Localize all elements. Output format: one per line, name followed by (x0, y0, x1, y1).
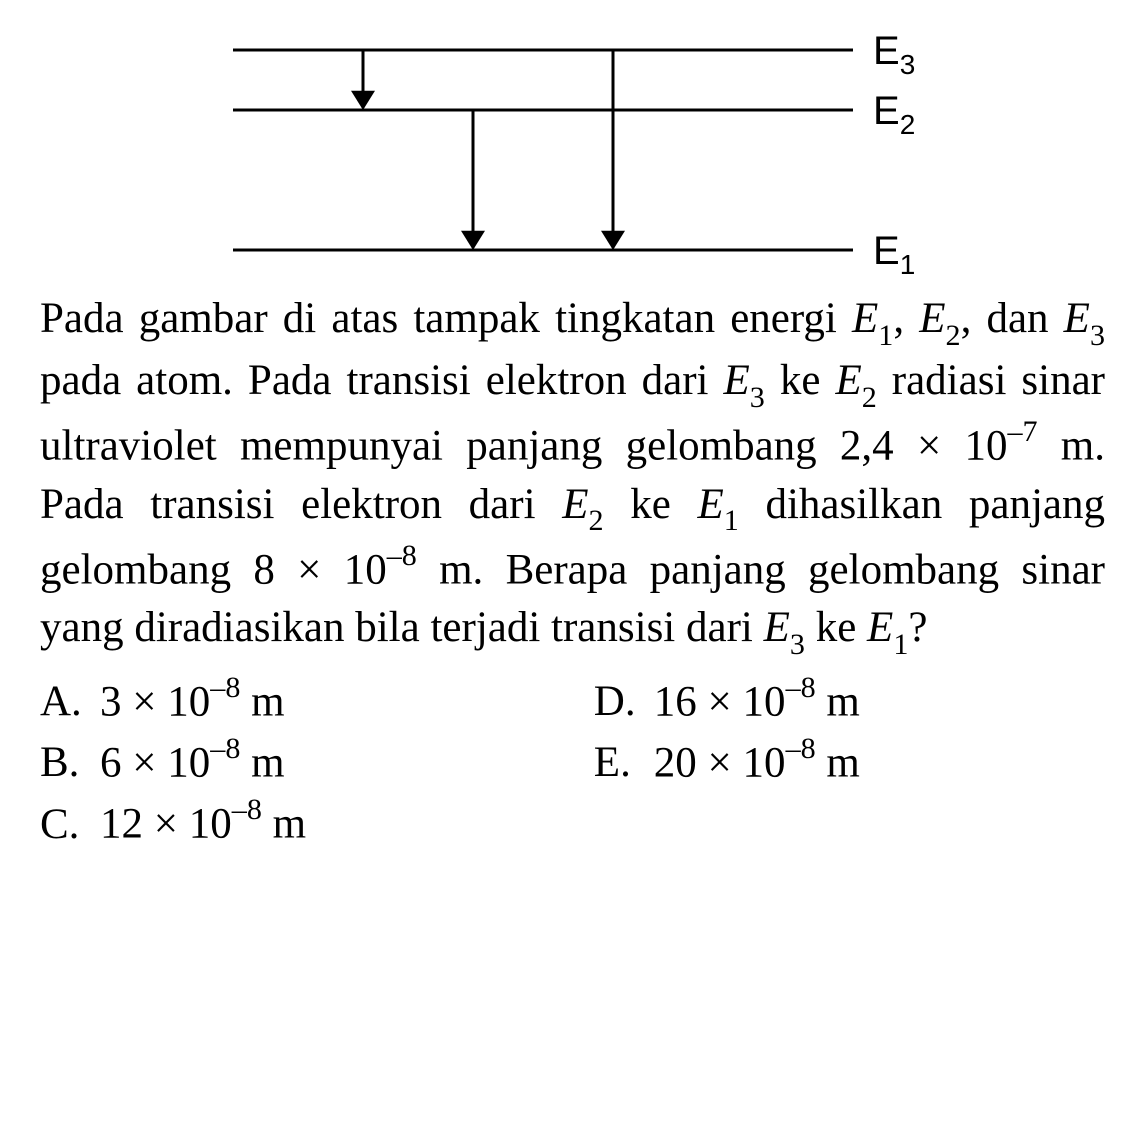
option-B: B. 6 × 10–8 m (40, 731, 594, 792)
text-segment: , dan (961, 295, 1064, 342)
option-row-2: B. 6 × 10–8 m E. 20 × 10–8 m (40, 731, 1105, 792)
option-D: D. 16 × 10–8 m (594, 670, 1105, 731)
text-segment: pada atom. Pada transisi elektron dari (40, 357, 724, 404)
text-segment: ? (908, 604, 927, 651)
option-B-exp: –8 (210, 731, 240, 765)
question-paragraph: Pada gambar di atas tampak tingkatan ene… (40, 290, 1105, 662)
level-label-E1: E1 (873, 229, 915, 280)
option-E-unit: m (816, 739, 860, 786)
var-E1c: E (697, 481, 723, 528)
option-D-coeff: 16 × 10 (654, 678, 786, 725)
arrow-head-icon (351, 91, 375, 110)
text-segment: Pada gambar di atas tampak tingkatan ene… (40, 295, 852, 342)
option-A: A. 3 × 10–8 m (40, 670, 594, 731)
arrow-head-icon (461, 231, 485, 250)
arrow-head-icon (601, 231, 625, 250)
option-C-letter: C. (40, 796, 100, 854)
option-B-unit: m (240, 739, 284, 786)
option-C-coeff: 12 × 10 (100, 801, 232, 848)
option-E-letter: E. (594, 734, 654, 792)
option-D-letter: D. (594, 673, 654, 731)
energy-level-diagram: E3 E2 E1 (40, 20, 1105, 280)
level-label-E2: E2 (873, 89, 915, 140)
option-A-coeff: 3 × 10 (100, 678, 210, 725)
var-E2b: E (835, 357, 861, 404)
option-D-unit: m (816, 678, 860, 725)
var-E3: E (1064, 295, 1090, 342)
var-E1d: E (867, 604, 893, 651)
var-E3b: E (724, 357, 750, 404)
text-segment: , (893, 295, 919, 342)
option-A-value: 3 × 10–8 m (100, 670, 285, 731)
var-E2c-sub: 2 (588, 503, 603, 537)
option-E-exp: –8 (786, 731, 816, 765)
var-E2c: E (562, 481, 588, 528)
option-row-1: A. 3 × 10–8 m D. 16 × 10–8 m (40, 670, 1105, 731)
var-E3-sub: 3 (1090, 318, 1105, 352)
option-C-unit: m (262, 801, 306, 848)
option-A-unit: m (240, 678, 284, 725)
option-B-letter: B. (40, 734, 100, 792)
var-E1c-sub: 1 (724, 503, 739, 537)
var-E3b-sub: 3 (750, 380, 765, 414)
option-row-3: C. 12 × 10–8 m (40, 792, 1105, 853)
text-segment: ke (765, 357, 836, 404)
diagram-svg: E3 E2 E1 (193, 20, 953, 280)
var-E3d-sub: 3 (790, 627, 805, 661)
option-E-value: 20 × 10–8 m (654, 731, 860, 792)
exp1: –7 (1007, 414, 1037, 448)
option-C: C. 12 × 10–8 m (40, 792, 594, 853)
option-D-value: 16 × 10–8 m (654, 670, 860, 731)
var-E3d: E (764, 604, 790, 651)
option-E: E. 20 × 10–8 m (594, 731, 1105, 792)
var-E2-sub: 2 (946, 318, 961, 352)
var-E2: E (919, 295, 945, 342)
var-E1d-sub: 1 (893, 627, 908, 661)
var-E1-sub: 1 (878, 318, 893, 352)
text-segment: ke (805, 604, 867, 651)
answer-options: A. 3 × 10–8 m D. 16 × 10–8 m B. 6 × 10–8… (40, 670, 1105, 854)
option-E-coeff: 20 × 10 (654, 739, 786, 786)
text-segment: ke (604, 481, 698, 528)
option-A-exp: –8 (210, 670, 240, 704)
var-E1: E (852, 295, 878, 342)
option-B-coeff: 6 × 10 (100, 739, 210, 786)
option-C-exp: –8 (232, 792, 262, 826)
option-D-exp: –8 (786, 670, 816, 704)
level-label-E3: E3 (873, 29, 915, 80)
option-B-value: 6 × 10–8 m (100, 731, 285, 792)
exp2: –8 (387, 538, 417, 572)
option-A-letter: A. (40, 673, 100, 731)
option-C-value: 12 × 10–8 m (100, 792, 306, 853)
var-E2b-sub: 2 (862, 380, 877, 414)
